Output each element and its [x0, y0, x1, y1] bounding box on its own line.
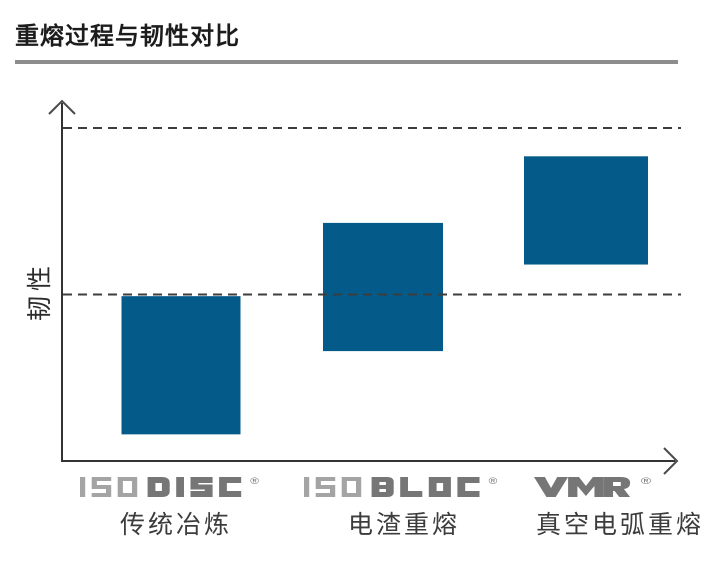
range-bar-vmr [524, 156, 648, 265]
x-label-vmr: 真空电弧重熔 [535, 511, 705, 539]
registered-mark: ® [641, 477, 652, 486]
y-axis-label: 韧性 [26, 260, 54, 322]
range-bar-isobloc [323, 222, 443, 352]
registered-mark: ® [250, 477, 259, 486]
y-axis-arrow-icon [48, 99, 76, 115]
registered-mark: ® [488, 477, 497, 486]
x-label-isobloc: 电渣重熔 [347, 511, 461, 539]
range-bar-isodisc [121, 296, 241, 435]
x-axis-arrow-icon [663, 447, 679, 475]
brand-logo-vmr: ® [534, 477, 652, 497]
brand-logo-isobloc: ® [303, 477, 497, 497]
x-label-isodisc: 传统冶炼 [119, 511, 233, 539]
chart-title: 重熔过程与韧性对比 [15, 23, 240, 50]
brand-logo-isodisc: ® [79, 477, 259, 497]
title-divider [15, 60, 678, 64]
